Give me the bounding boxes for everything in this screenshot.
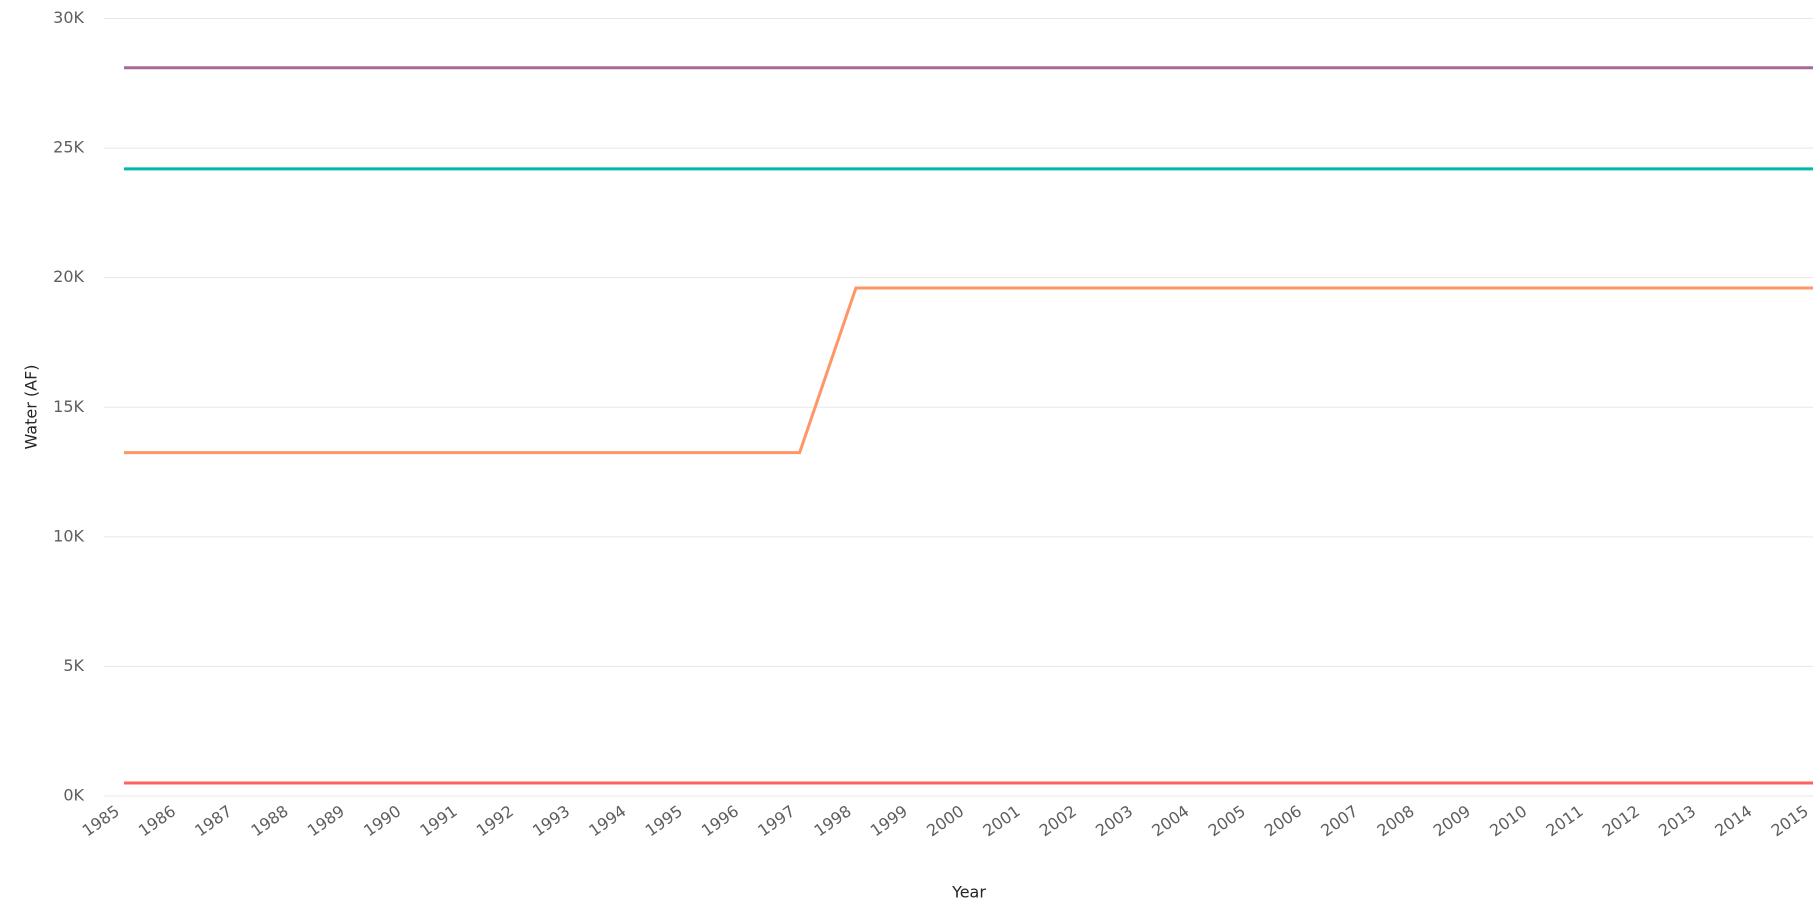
y-tick-label: 15K bbox=[53, 397, 84, 416]
x-tick-label: 2013 bbox=[1655, 801, 1699, 840]
x-tick-label: 1992 bbox=[473, 801, 517, 840]
x-tick-label: 2003 bbox=[1092, 801, 1136, 840]
x-tick-label: 1986 bbox=[135, 801, 179, 840]
x-tick-label: 1999 bbox=[867, 801, 911, 840]
y-tick-label: 10K bbox=[53, 526, 84, 545]
x-tick-label: 1985 bbox=[79, 801, 123, 840]
y-tick-label: 5K bbox=[63, 656, 84, 675]
y-tick-label: 20K bbox=[53, 267, 84, 286]
y-tick-label: 30K bbox=[53, 8, 84, 27]
x-tick-label: 1991 bbox=[416, 801, 460, 840]
x-tick-label: 2002 bbox=[1036, 801, 1080, 840]
x-tick-label: 1987 bbox=[191, 801, 235, 840]
x-tick-label: 2010 bbox=[1486, 801, 1530, 840]
x-tick-label: 2012 bbox=[1599, 801, 1643, 840]
x-tick-label: 1989 bbox=[304, 801, 348, 840]
x-tick-label: 1996 bbox=[698, 801, 742, 840]
x-tick-label: 2007 bbox=[1317, 801, 1361, 840]
x-tick-label: 1995 bbox=[642, 801, 686, 840]
y-axis-title: Water (AF) bbox=[22, 364, 41, 449]
x-tick-label: 2006 bbox=[1261, 801, 1305, 840]
x-tick-label: 1994 bbox=[585, 801, 629, 840]
y-tick-label: 25K bbox=[53, 138, 84, 157]
x-tick-label: 1993 bbox=[529, 801, 573, 840]
y-tick-label: 0K bbox=[63, 786, 84, 805]
x-tick-label: 1988 bbox=[248, 801, 292, 840]
x-axis-title: Year bbox=[951, 883, 986, 902]
x-tick-label: 2000 bbox=[923, 801, 967, 840]
x-tick-label: 2001 bbox=[979, 801, 1023, 840]
x-tick-label: 2014 bbox=[1711, 801, 1755, 840]
x-tick-label: 2011 bbox=[1542, 801, 1586, 840]
series-line bbox=[124, 286, 1813, 455]
x-tick-label: 2008 bbox=[1374, 801, 1418, 840]
x-tick-label: 1990 bbox=[360, 801, 404, 840]
x-tick-label: 2004 bbox=[1148, 801, 1192, 840]
x-tick-label: 1998 bbox=[811, 801, 855, 840]
x-tick-label: 2009 bbox=[1430, 801, 1474, 840]
x-tick-label: 2005 bbox=[1205, 801, 1249, 840]
x-tick-label: 1997 bbox=[754, 801, 798, 840]
x-tick-label: 2015 bbox=[1768, 801, 1812, 840]
